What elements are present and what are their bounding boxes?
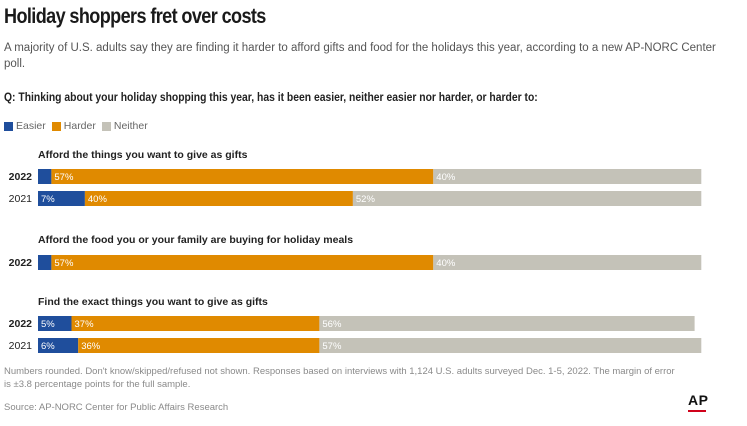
data-label-harder: 36% — [81, 341, 101, 352]
group-label: Afford the food you or your family are b… — [38, 234, 353, 246]
bar-segment-neither — [352, 191, 702, 206]
source-note: Source: AP-NORC Center for Public Affair… — [4, 402, 229, 413]
legend-item-neither: Neither — [101, 120, 148, 132]
legend-label-neither: Neither — [113, 120, 148, 132]
legend-swatch-harder — [51, 121, 61, 131]
group-label: Find the exact things you want to give a… — [38, 296, 268, 308]
bar-segment-neither — [433, 255, 702, 270]
survey-question: Q: Thinking about your holiday shopping … — [4, 92, 538, 104]
bar-segment-neither — [319, 316, 695, 331]
data-label-neither: 52% — [356, 194, 376, 205]
row-year-label: 2022 — [9, 318, 33, 330]
ap-logo-underline — [688, 410, 706, 412]
data-label-neither: 40% — [436, 258, 456, 269]
legend-label-easier: Easier — [16, 120, 46, 132]
bar-segment-harder — [51, 169, 434, 184]
row-year-label: 2022 — [9, 171, 33, 183]
row-year-label: 2021 — [9, 340, 33, 352]
legend: Easier Harder Neither — [4, 120, 154, 132]
data-label-neither: 57% — [322, 341, 342, 352]
data-label-easier: 6% — [41, 341, 55, 352]
data-label-harder: 40% — [88, 194, 108, 205]
data-label-harder: 57% — [54, 172, 74, 183]
bar-segment-neither — [319, 338, 702, 353]
bar-segment-easier — [38, 338, 79, 353]
footnote: Numbers rounded. Don't know/skipped/refu… — [4, 366, 675, 390]
bar-segment-harder — [78, 338, 320, 353]
data-label-harder: 37% — [75, 319, 95, 330]
bar-segment-neither — [433, 169, 702, 184]
bar-segment-easier — [38, 316, 72, 331]
bar-segment-easier — [38, 255, 52, 270]
legend-swatch-neither — [101, 121, 111, 131]
bar-segment-harder — [71, 316, 320, 331]
chart-subtitle: A majority of U.S. adults say they are f… — [4, 42, 716, 70]
row-year-label: 2021 — [9, 193, 33, 205]
data-label-neither: 56% — [322, 319, 342, 330]
group-label: Afford the things you want to give as gi… — [38, 149, 248, 161]
legend-label-harder: Harder — [63, 120, 96, 132]
ap-logo: AP — [688, 392, 709, 408]
chart-title: Holiday shoppers fret over costs — [4, 5, 266, 28]
bar-segment-easier — [38, 191, 85, 206]
legend-swatch-easier — [4, 121, 13, 131]
bar-segment-harder — [84, 191, 353, 206]
data-label-easier: 7% — [41, 194, 55, 205]
row-year-label: 2022 — [9, 257, 33, 269]
legend-item-easier: Easier — [4, 120, 46, 132]
bar-segment-easier — [38, 169, 52, 184]
legend-item-harder: Harder — [51, 120, 96, 132]
data-label-harder: 57% — [54, 258, 74, 269]
bar-segment-harder — [51, 255, 434, 270]
data-label-easier: 5% — [41, 319, 55, 330]
data-label-neither: 40% — [436, 172, 456, 183]
